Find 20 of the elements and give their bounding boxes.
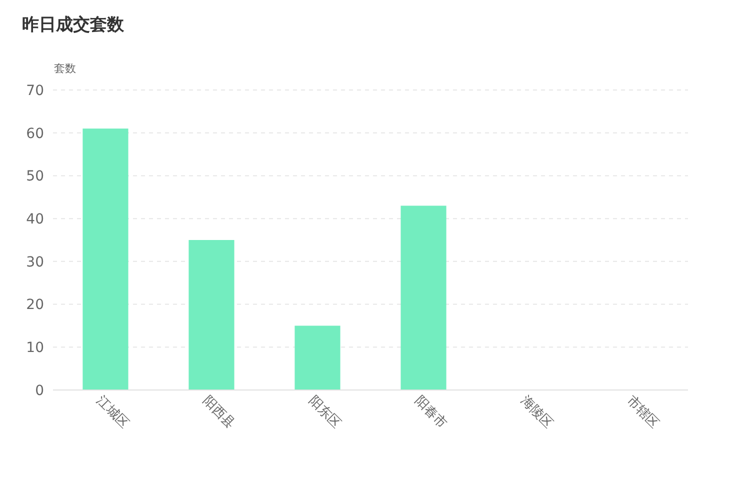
y-tick-label: 0	[35, 382, 44, 399]
x-tick-label: 江城区	[93, 393, 132, 432]
x-tick-label: 阳春市	[411, 393, 450, 432]
y-tick-label: 20	[26, 297, 44, 314]
y-tick-label: 10	[26, 340, 44, 356]
chart-title: 昨日成交套数	[22, 15, 125, 35]
bar	[188, 240, 234, 390]
x-tick-label: 阳西县	[199, 393, 238, 432]
x-tick-label: 市辖区	[623, 393, 662, 432]
bar	[294, 326, 340, 390]
y-tick-label: 70	[26, 82, 44, 99]
x-tick-label: 海陵区	[517, 393, 556, 432]
y-tick-label: 60	[26, 126, 44, 142]
x-tick-label: 阳东区	[305, 393, 344, 432]
y-tick-label: 40	[26, 211, 44, 228]
y-tick-label: 50	[26, 168, 44, 185]
bar	[82, 128, 128, 390]
y-tick-label: 30	[26, 254, 44, 270]
y-axis-title: 套数	[54, 62, 76, 75]
bar	[400, 206, 446, 390]
